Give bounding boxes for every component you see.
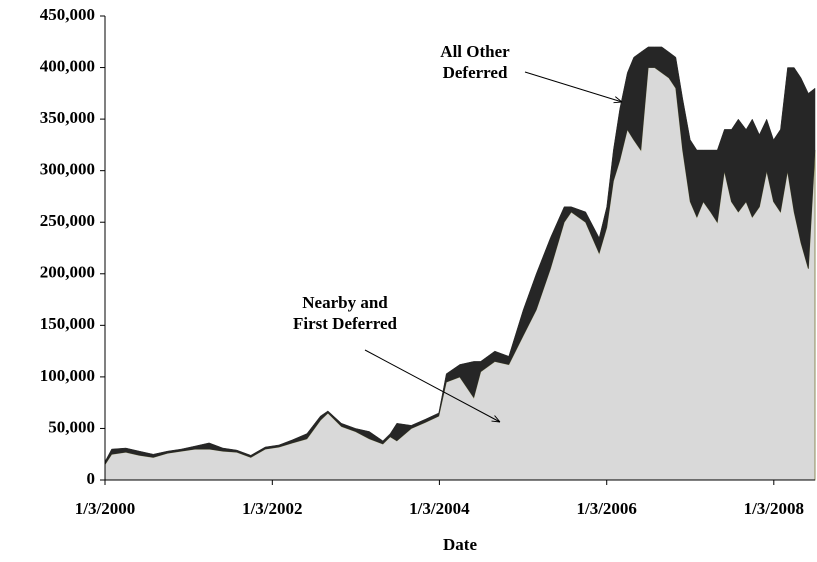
y-tick-label: 450,000	[40, 5, 95, 24]
series-label: Nearby and First Deferred	[293, 293, 397, 333]
x-tick-label: 1/3/2002	[242, 499, 302, 518]
y-tick-label: 250,000	[40, 211, 95, 230]
y-tick-label: 0	[87, 469, 96, 488]
y-tick-label: 350,000	[40, 108, 95, 127]
x-tick-label: 1/3/2008	[744, 499, 804, 518]
y-tick-label: 400,000	[40, 56, 95, 75]
x-tick-label: 1/3/2000	[75, 499, 135, 518]
annotation-arrow	[364, 349, 500, 422]
y-tick-label: 50,000	[48, 417, 95, 436]
area	[104, 46, 816, 466]
y-tick-label: 200,000	[40, 263, 95, 282]
y-tick-label: 150,000	[40, 314, 95, 333]
y-tick-label: 100,000	[40, 366, 95, 385]
series-label: All Other Deferred	[440, 42, 510, 82]
x-tick-label: 1/3/2004	[409, 499, 470, 518]
annotation-arrow	[524, 71, 622, 102]
x-tick-label: 1/3/2006	[576, 499, 636, 518]
area	[104, 67, 816, 481]
x-axis-title: Date	[443, 535, 477, 554]
y-tick-label: 300,000	[40, 160, 95, 179]
plot-area	[104, 46, 816, 481]
